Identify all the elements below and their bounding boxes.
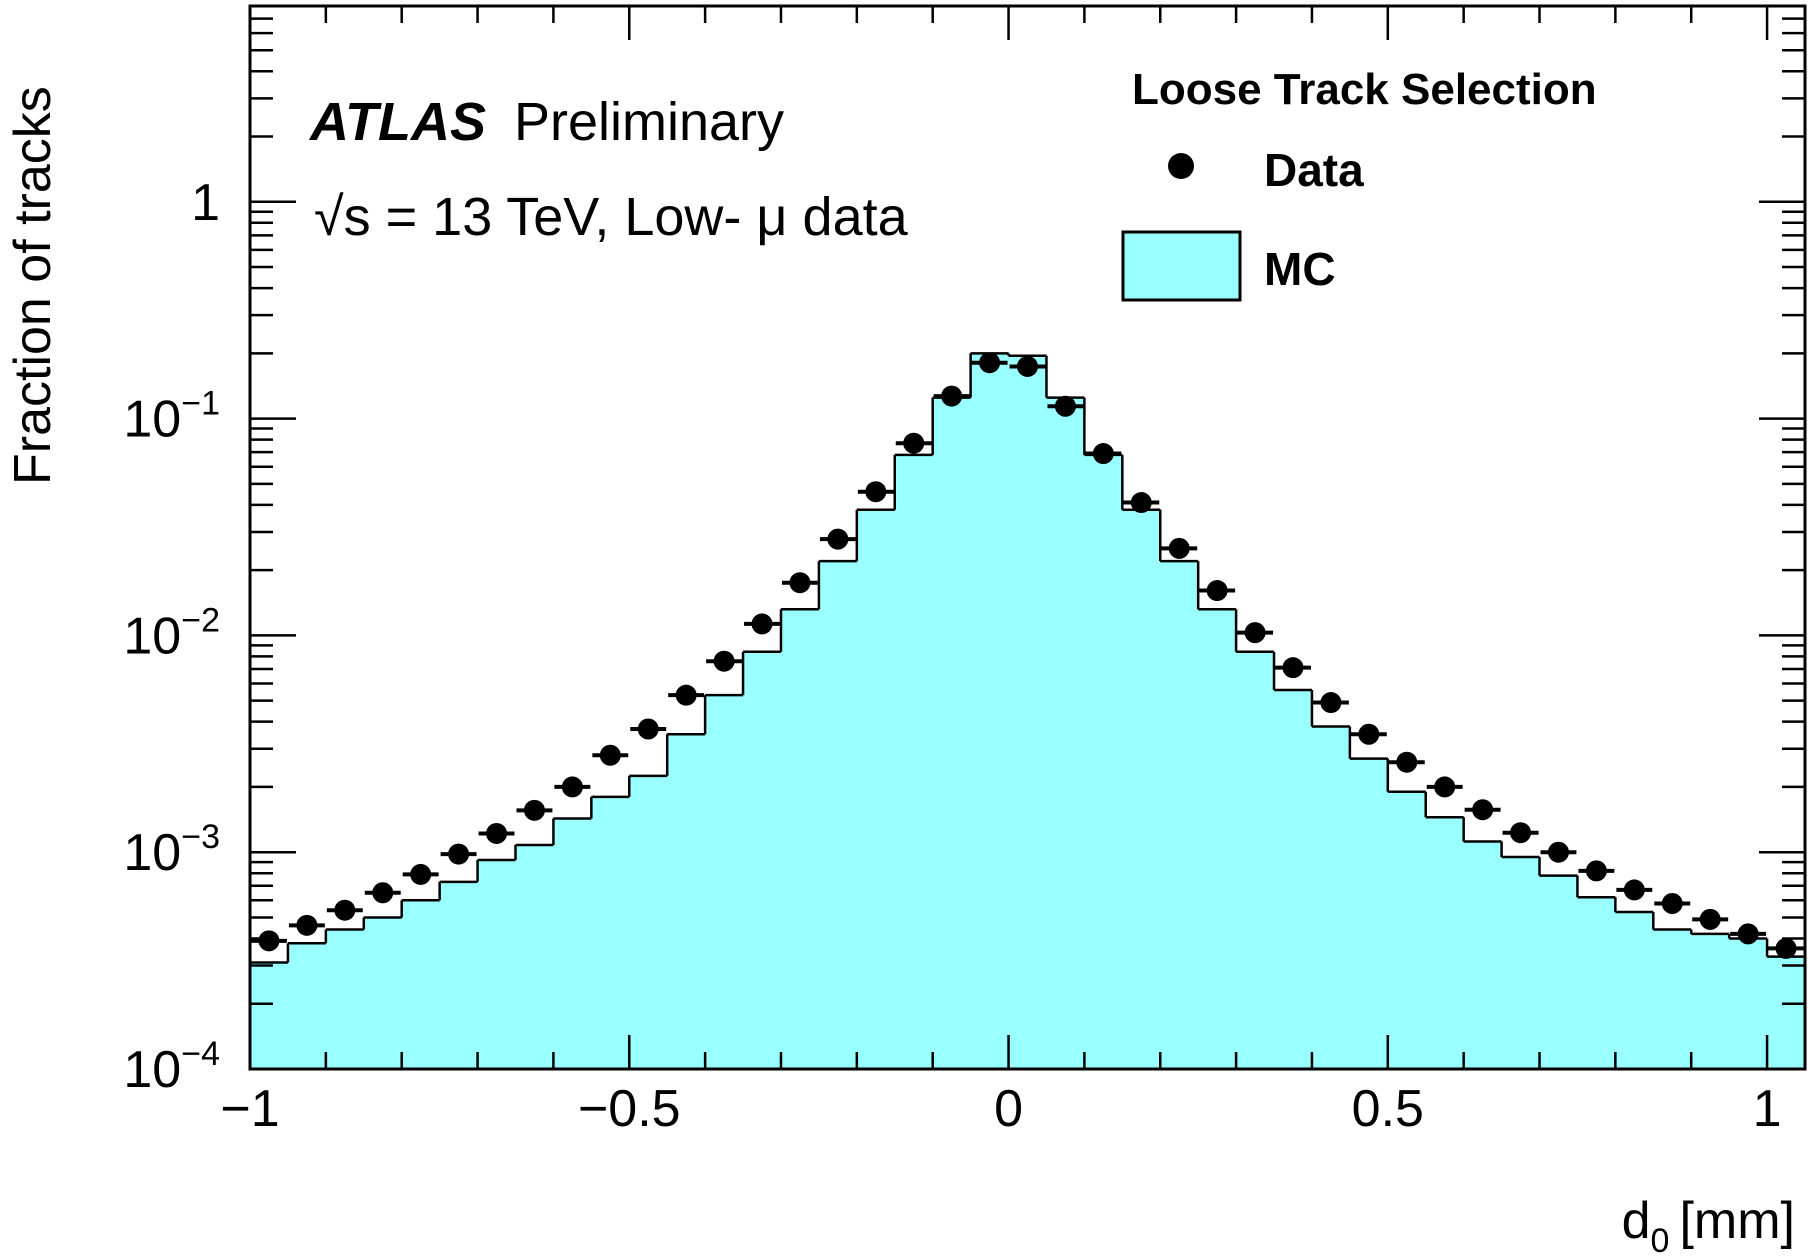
plot-area [250, 352, 1805, 1069]
energy-label: √s = 13 TeV, Low- μ data [314, 187, 909, 247]
y-tick-label-base: 10 [123, 607, 181, 665]
data-point [1244, 622, 1266, 644]
data-point [561, 776, 583, 798]
axis-ticks [248, 4, 1805, 1071]
y-tick-label: 10−1 [123, 385, 220, 449]
data-point [334, 899, 356, 921]
y-axis-title: Fraction of tracks [4, 86, 62, 485]
data-point [827, 528, 849, 550]
x-tick-label: −1 [220, 1080, 279, 1138]
data-point [675, 684, 697, 706]
y-tick-label-exponent: −3 [181, 818, 220, 856]
data-point [258, 930, 280, 952]
data-point [1547, 841, 1569, 863]
data-point [1054, 395, 1076, 417]
y-tick-label-base: 10 [123, 1041, 181, 1099]
legend-label-data: Data [1264, 144, 1364, 196]
data-point [1623, 879, 1645, 901]
legend: Loose Track Selection Data MC [1121, 65, 1597, 302]
data-point [599, 744, 621, 766]
data-point [1092, 443, 1114, 465]
y-tick-label-base: 10 [123, 391, 181, 449]
data-point [1168, 537, 1190, 559]
data-point [296, 914, 318, 936]
data-point [372, 882, 394, 904]
x-tick-label: −0.5 [578, 1080, 681, 1138]
data-point [1130, 492, 1152, 514]
y-tick-label: 10−2 [123, 601, 220, 665]
legend-label-mc: MC [1264, 243, 1336, 295]
y-tick-label: 10−3 [123, 818, 220, 882]
x-axis-title-sub: 0 [1651, 1222, 1670, 1256]
atlas-label: ATLAS Preliminary [308, 92, 784, 152]
x-tick-label: 1 [1753, 1080, 1782, 1138]
legend-mc-swatch [1121, 230, 1242, 302]
x-tick-label: 0.5 [1352, 1080, 1424, 1138]
x-axis-title-var: d [1622, 1192, 1651, 1250]
data-point [1396, 751, 1418, 773]
data-point [903, 432, 925, 454]
legend-title: Loose Track Selection [1132, 65, 1597, 114]
legend-data-marker [1168, 153, 1194, 179]
data-point [1510, 822, 1532, 844]
y-tick-label-exponent: −4 [181, 1035, 220, 1073]
data-point [523, 799, 545, 821]
data-point [1206, 580, 1228, 602]
x-axis-title: d0 [mm] [1622, 1192, 1795, 1256]
data-point [789, 572, 811, 594]
data-point [1358, 723, 1380, 745]
data-point [751, 613, 773, 635]
data-point [410, 863, 432, 885]
sqrt-sign: √ [314, 187, 344, 247]
data-point [1585, 860, 1607, 882]
data-point [1472, 799, 1494, 821]
data-point [1282, 657, 1304, 679]
mc-histogram-fill [250, 353, 1805, 1069]
data-point [1434, 776, 1456, 798]
y-tick-label-exponent: −1 [181, 385, 220, 423]
data-point [979, 352, 1001, 374]
data-point [1661, 892, 1683, 914]
tick-labels: −1 −0.5 0 0.5 110−410−310−210−11 [123, 174, 1781, 1138]
data-point [1017, 355, 1038, 377]
y-tick-label: 10−4 [123, 1035, 220, 1099]
data-point [1320, 692, 1342, 714]
x-axis-title-unit: [mm] [1679, 1192, 1795, 1250]
y-tick-label-base: 1 [191, 174, 220, 232]
data-point [941, 385, 963, 407]
data-point [637, 718, 659, 740]
atlas-experiment: ATLAS [308, 92, 486, 152]
data-point [865, 481, 887, 503]
y-tick-label-base: 10 [123, 824, 181, 882]
y-tick-label-exponent: −2 [181, 601, 220, 639]
data-point [1737, 923, 1759, 945]
x-tick-label: 0 [994, 1080, 1023, 1138]
data-point [448, 843, 470, 865]
data-point [1775, 937, 1797, 959]
data-point [486, 822, 508, 844]
y-tick-label: 1 [191, 174, 220, 232]
data-point [1699, 908, 1721, 930]
plot-frame [248, 4, 1807, 1071]
energy-text: s = 13 TeV, Low- μ data [344, 187, 909, 247]
data-point [713, 650, 735, 672]
atlas-status: Preliminary [514, 92, 784, 152]
